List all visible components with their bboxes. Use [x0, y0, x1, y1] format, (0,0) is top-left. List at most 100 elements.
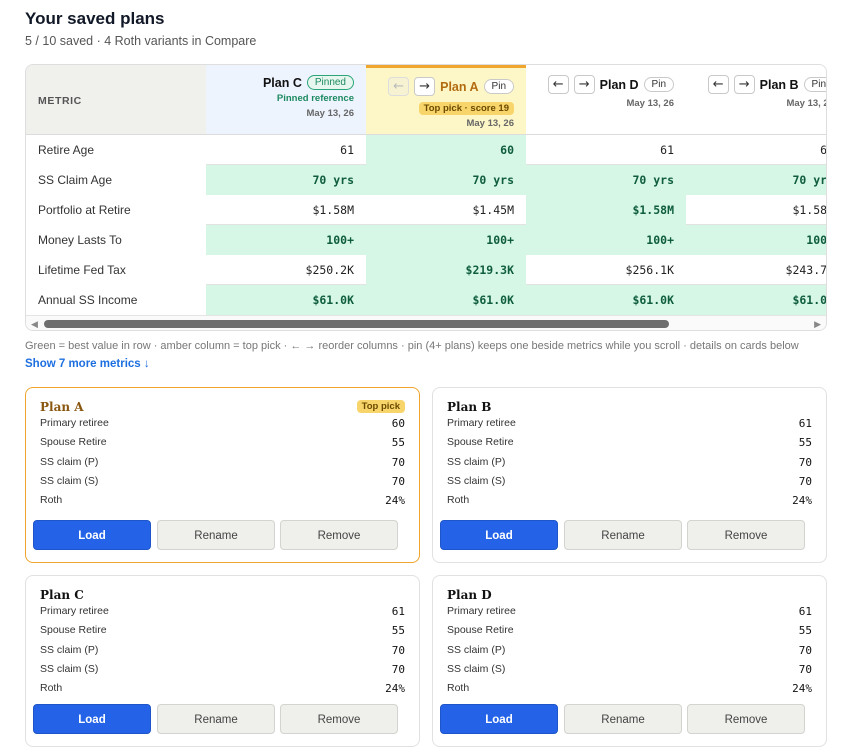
card-field: Roth 24%: [40, 682, 405, 698]
field-label: SS claim (S): [447, 662, 506, 675]
metric-value: $1.58M: [312, 203, 354, 217]
scroll-left-arrow-icon[interactable]: ◀: [31, 319, 38, 329]
remove-button[interactable]: Remove: [280, 520, 398, 550]
move-left-button[interactable]: ←: [388, 77, 410, 96]
metric-value: $1.45M: [472, 203, 514, 217]
card-field: Spouse Retire 55: [40, 436, 405, 452]
remove-button[interactable]: Remove: [687, 704, 805, 734]
field-label: Spouse Retire: [40, 436, 107, 449]
field-label: Primary retiree: [447, 417, 516, 429]
card-title: Plan C: [40, 588, 84, 602]
show-more-metrics-link[interactable]: Show 7 more metrics ↓: [25, 358, 150, 370]
metric-value: 100+: [526, 225, 686, 255]
metric-value: $61.0K: [366, 285, 526, 315]
card-field: Roth 24%: [447, 682, 812, 698]
card-field: Spouse Retire 55: [447, 436, 812, 452]
field-value: 70: [391, 662, 405, 676]
pinned-reference-note: Pinned reference: [276, 93, 354, 104]
load-button[interactable]: Load: [33, 704, 151, 734]
move-right-button[interactable]: →: [573, 75, 595, 94]
field-label: SS claim (P): [447, 643, 506, 656]
scroll-right-arrow-icon[interactable]: ▶: [814, 319, 821, 329]
field-value: 70: [798, 455, 812, 469]
plan-date: May 13, 26: [466, 118, 514, 129]
field-label: SS claim (P): [40, 643, 99, 656]
plan-card: Plan D Primary retiree 61 Spouse Retire 55 SS…: [432, 575, 827, 747]
field-label: Primary retiree: [40, 417, 109, 429]
move-left-button[interactable]: ←: [547, 75, 569, 94]
field-label: SS claim (S): [40, 474, 99, 487]
field-value: 70: [798, 662, 812, 676]
metric-value: 61: [660, 143, 674, 157]
plan-card: Plan A Top pick Primary retiree 60 Spouse Re…: [25, 387, 420, 563]
rename-button[interactable]: Rename: [157, 520, 275, 550]
table-row: Lifetime Fed Tax $250.2K $219.3K $256.1K $24…: [26, 255, 826, 285]
metric-value: 100+: [366, 225, 526, 255]
load-button[interactable]: Load: [440, 704, 558, 734]
metric-value: 70 yrs: [526, 165, 686, 195]
field-label: SS claim (S): [40, 662, 99, 675]
rename-button[interactable]: Rename: [564, 520, 682, 550]
field-value: 61: [798, 605, 812, 618]
metric-value: 61: [340, 143, 354, 157]
metric-value: $61.0K: [686, 285, 826, 315]
metric-value: 60: [366, 135, 526, 165]
field-value: 24%: [385, 494, 405, 508]
card-field: SS claim (P) 70: [447, 456, 812, 472]
load-button[interactable]: Load: [33, 520, 151, 550]
card-field: SS claim (S) 70: [447, 475, 812, 491]
move-left-button[interactable]: ←: [707, 75, 729, 94]
compare-table: METRIC Plan C Pinned Pinned reference Ma…: [25, 64, 827, 331]
metric-label: Retire Age: [26, 135, 206, 165]
compare-viewport: METRIC Plan C Pinned Pinned reference Ma…: [26, 65, 826, 315]
remove-button[interactable]: Remove: [280, 704, 398, 734]
field-value: 61: [391, 605, 405, 618]
card-field: Spouse Retire 55: [447, 624, 812, 640]
pin-button[interactable]: Pin: [643, 77, 674, 92]
pinned-toggle[interactable]: Pinned: [306, 75, 354, 90]
scrollbar-thumb[interactable]: [44, 320, 669, 328]
field-value: 70: [798, 643, 812, 657]
field-value: 55: [391, 624, 405, 638]
metric-header-label: METRIC: [38, 95, 82, 107]
field-value: 70: [798, 474, 812, 488]
rename-button[interactable]: Rename: [564, 704, 682, 734]
column-header-plan-b: ← → Plan B Pin May 13, 26: [686, 65, 826, 135]
rename-button[interactable]: Rename: [157, 704, 275, 734]
field-label: Primary retiree: [447, 605, 516, 617]
pin-button[interactable]: Pin: [803, 77, 826, 92]
metric-label: Money Lasts To: [26, 225, 206, 255]
card-field: SS claim (S) 70: [40, 475, 405, 491]
remove-button[interactable]: Remove: [687, 520, 805, 550]
field-label: Roth: [447, 494, 470, 507]
metric-value: $256.1K: [625, 263, 674, 277]
metric-value: $1.58M: [526, 195, 686, 225]
metric-value: 61: [686, 135, 826, 165]
move-right-button[interactable]: →: [414, 77, 436, 96]
field-value: 55: [798, 624, 812, 638]
load-button[interactable]: Load: [440, 520, 558, 550]
pin-button[interactable]: Pin: [483, 79, 514, 94]
card-field: Primary retiree 61: [40, 605, 405, 621]
field-value: 55: [391, 436, 405, 450]
metric-value: $61.0K: [526, 285, 686, 315]
field-label: Roth: [447, 682, 470, 695]
field-value: 70: [391, 474, 405, 488]
move-right-button[interactable]: →: [733, 75, 755, 94]
metric-label: Annual SS Income: [26, 285, 206, 315]
field-label: Spouse Retire: [447, 436, 514, 449]
card-field: SS claim (P) 70: [40, 456, 405, 472]
card-title: Plan D: [447, 588, 492, 602]
horizontal-scrollbar[interactable]: ◀ ▶: [26, 315, 826, 330]
field-value: 70: [391, 643, 405, 657]
column-plan-name: Plan C: [262, 75, 302, 90]
card-field: Primary retiree 61: [447, 605, 812, 621]
card-field: Primary retiree 61: [447, 417, 812, 433]
plan-card: Plan C Primary retiree 61 Spouse Retire 55 SS…: [25, 575, 420, 747]
column-header-plan-c: Plan C Pinned Pinned reference May 13, 2…: [206, 65, 366, 135]
plan-date: May 13, 26: [626, 98, 674, 109]
top-pick-badge: Top pick: [356, 400, 405, 413]
field-value: 70: [391, 455, 405, 469]
field-value: 24%: [385, 682, 405, 696]
